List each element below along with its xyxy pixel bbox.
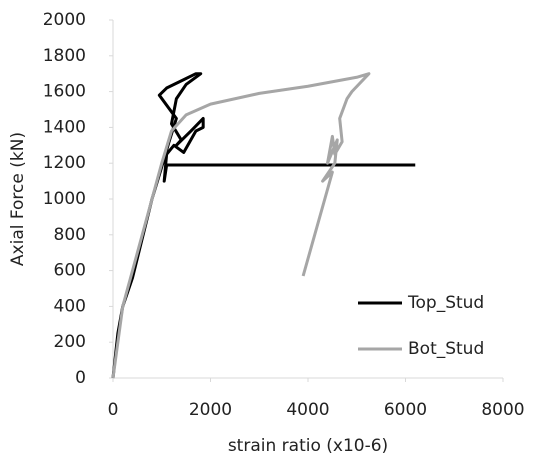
legend-label: Bot_Stud	[408, 339, 484, 359]
x-tick-label: 4000	[286, 400, 329, 420]
x-axis-title: strain ratio (x10-6)	[228, 436, 388, 456]
y-tick-label: 600	[54, 261, 86, 281]
y-tick-label: 1400	[43, 117, 86, 137]
y-tick-label: 2000	[43, 10, 86, 30]
y-tick-label: 800	[54, 225, 86, 245]
series-line	[111, 72, 416, 379]
x-tick-label: 8000	[481, 400, 524, 420]
x-tick-label: 0	[108, 400, 119, 420]
y-tick-label: 1200	[43, 153, 86, 173]
y-tick-label: 0	[75, 368, 86, 388]
y-tick-label: 1000	[43, 189, 86, 209]
x-tick-label: 2000	[189, 400, 232, 420]
y-tick-label: 200	[54, 332, 86, 352]
y-axis-title: Axial Force (kN)	[8, 132, 28, 266]
series-line	[111, 72, 371, 379]
y-tick-label: 1600	[43, 82, 86, 102]
y-tick-label: 400	[54, 296, 86, 316]
legend-label: Top_Stud	[407, 293, 484, 313]
y-tick-label: 1800	[43, 46, 86, 66]
x-tick-label: 6000	[384, 400, 427, 420]
